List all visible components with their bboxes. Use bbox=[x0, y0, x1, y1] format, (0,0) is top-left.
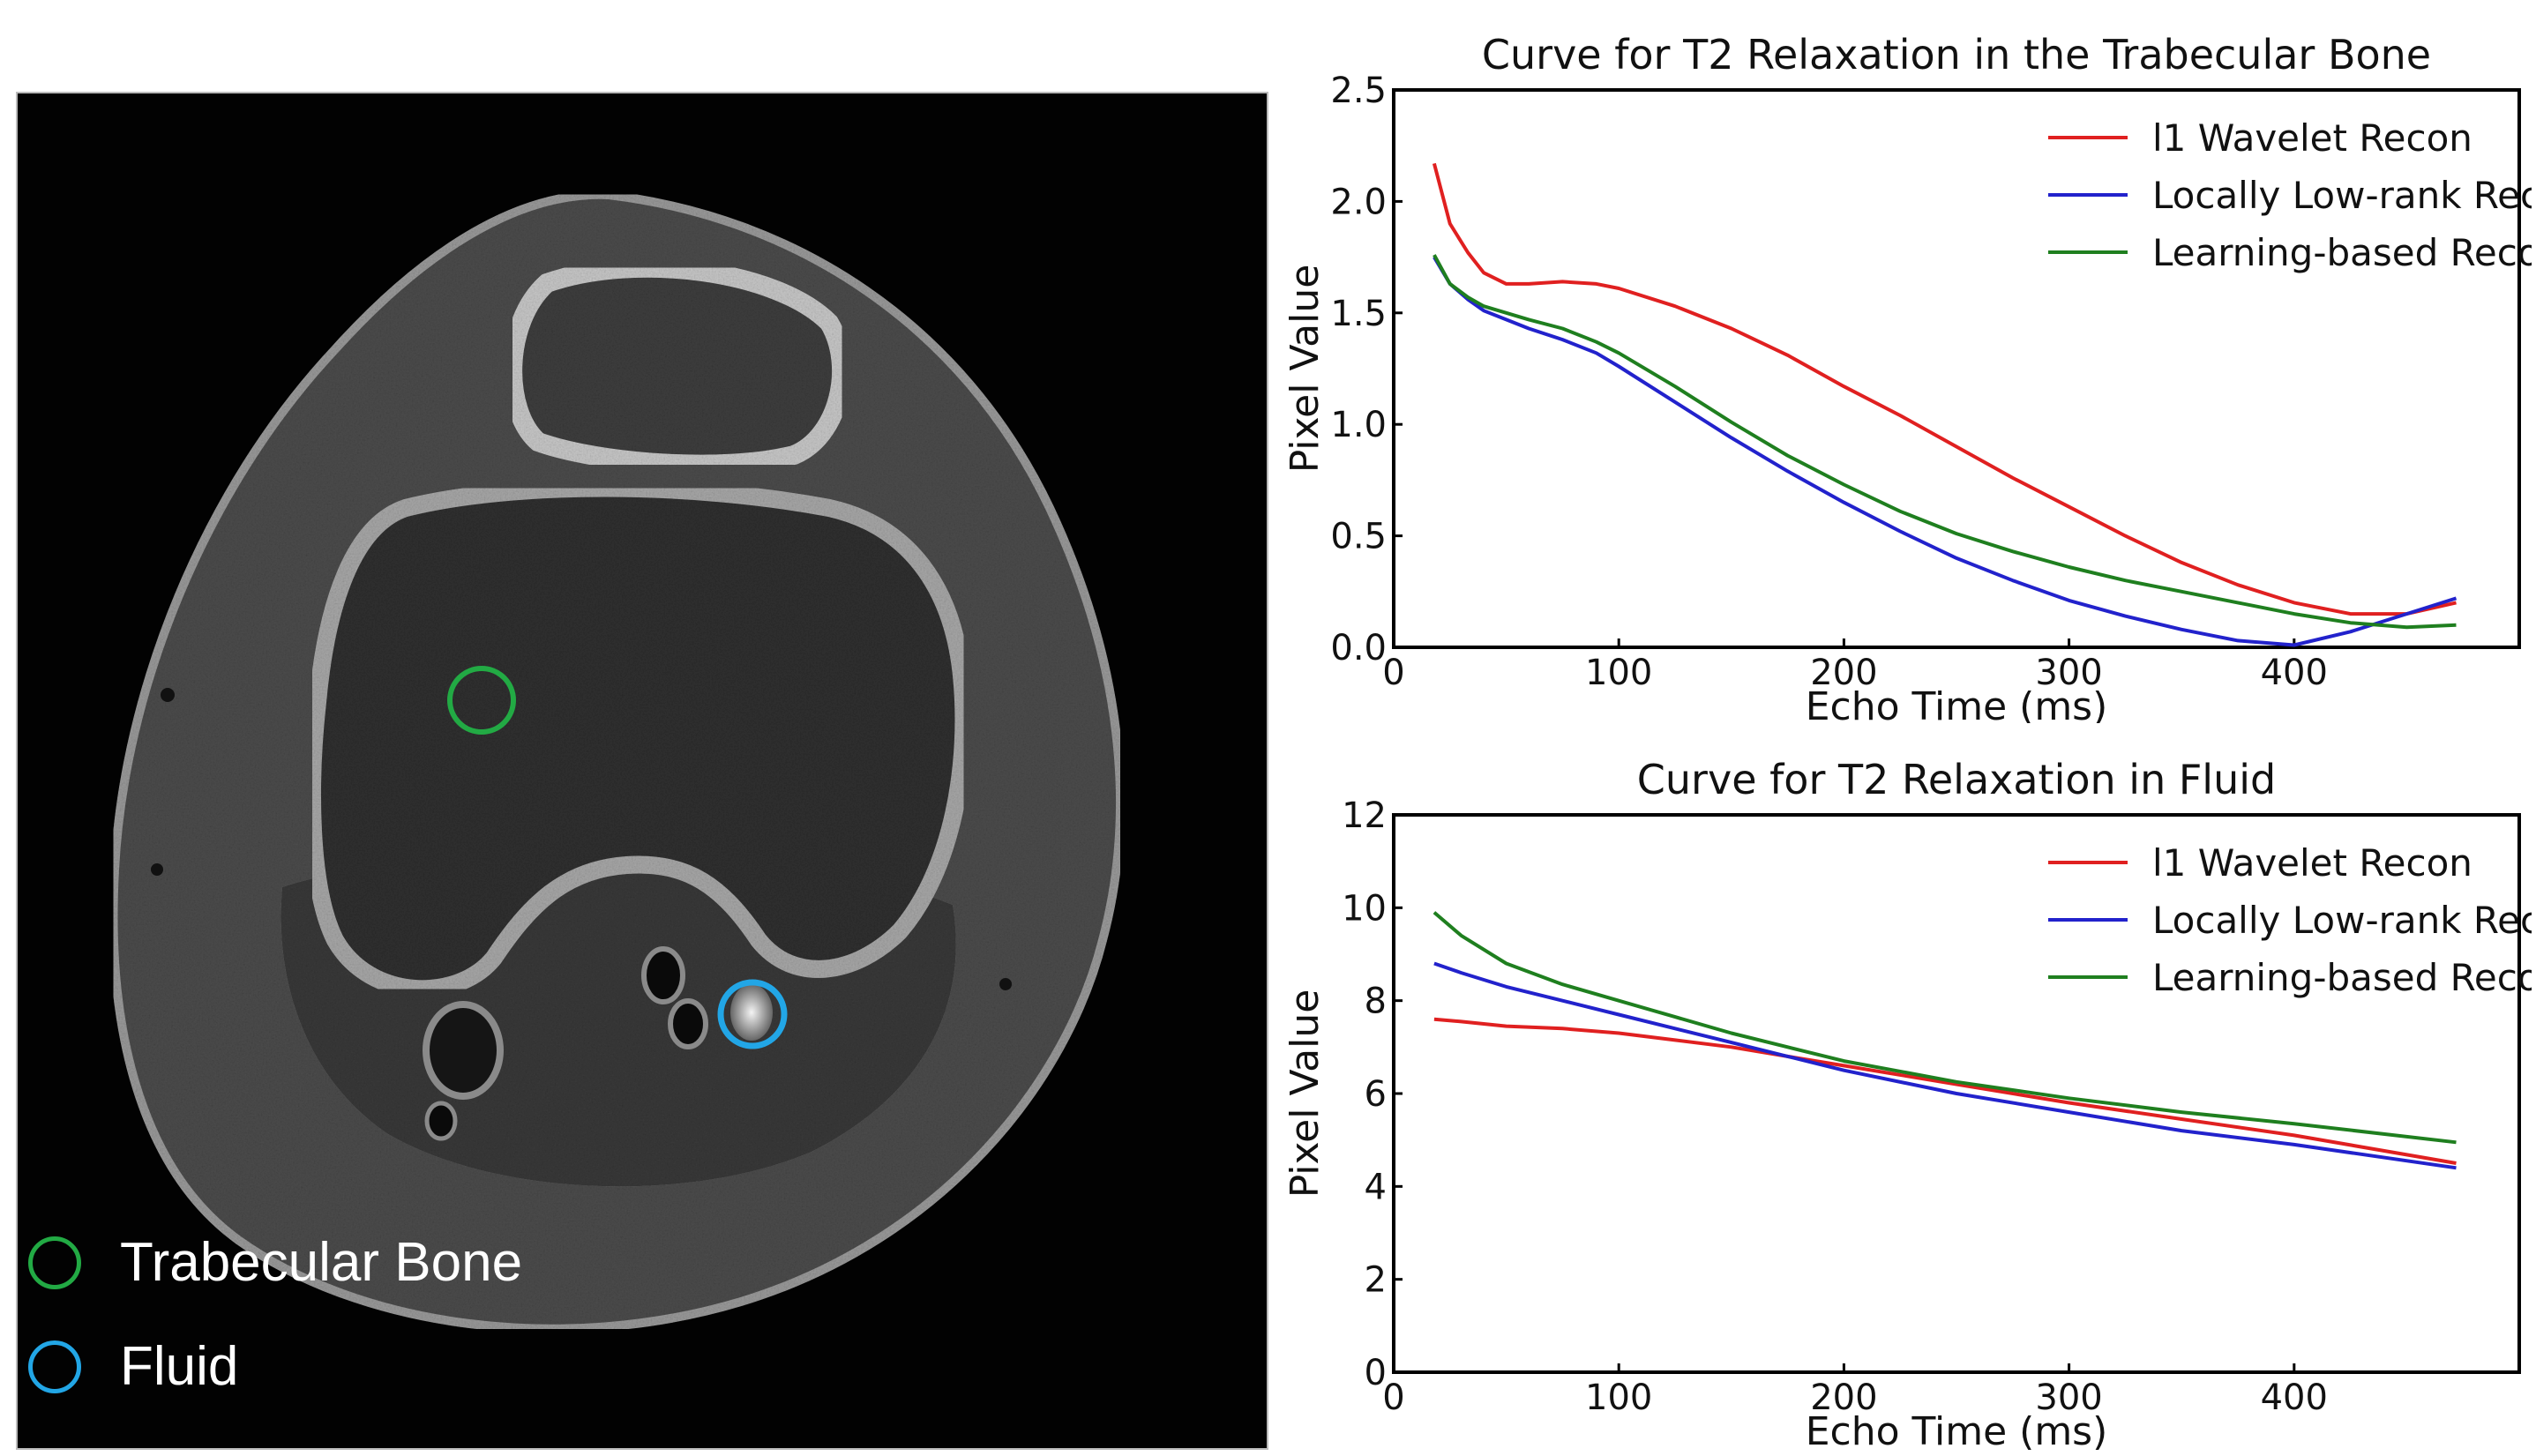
trabecular-series-line-2 bbox=[1433, 256, 2457, 647]
fluid-series-line-3 bbox=[1433, 911, 2457, 1145]
trabecular-bone-legend-label: Trabecular Bone bbox=[120, 1232, 523, 1293]
trabecular-y-tick-label: 0.5 bbox=[1330, 517, 1387, 557]
trabecular-y-tick-label: 1.0 bbox=[1330, 405, 1387, 445]
trabecular-series-line-1 bbox=[1432, 162, 2457, 616]
vessel bbox=[424, 1101, 458, 1141]
fluid-y-tick-label: 6 bbox=[1365, 1074, 1387, 1115]
trabecular-legend-label-3: Learning-based Recon bbox=[2152, 231, 2532, 274]
trabecular-x-tick-label: 0 bbox=[1382, 653, 1404, 693]
vessel bbox=[423, 1001, 504, 1100]
fluid-roi bbox=[717, 979, 788, 1049]
trabecular-y-tick-label: 1.5 bbox=[1330, 294, 1387, 334]
fluid-x-axis-label: Echo Time (ms) bbox=[1806, 1409, 2108, 1454]
trabecular-bone-chart: Curve for T2 Relaxation in the Trabecula… bbox=[1283, 31, 2532, 723]
trabecular-y-tick-label: 2.5 bbox=[1330, 71, 1387, 111]
trabecular-legend-label-1: l1 Wavelet Recon bbox=[2152, 116, 2472, 160]
skin-dot bbox=[999, 978, 1012, 990]
fluid-y-tick-label: 2 bbox=[1365, 1260, 1387, 1301]
fluid-chart-title: Curve for T2 Relaxation in Fluid bbox=[1637, 756, 2276, 803]
fluid-y-axis-label: Pixel Value bbox=[1283, 989, 1328, 1198]
knee-mri-image bbox=[108, 190, 1125, 1333]
patella bbox=[503, 258, 851, 474]
trabecular-y-tick-label: 2.0 bbox=[1330, 182, 1387, 222]
fluid-y-tick-label: 10 bbox=[1342, 888, 1387, 929]
fluid-spot bbox=[730, 984, 773, 1041]
fluid-series-line-1 bbox=[1433, 1017, 2457, 1165]
fluid-x-tick-label: 0 bbox=[1382, 1378, 1404, 1418]
mri-image-panel: Trabecular Bone Fluid bbox=[16, 92, 1268, 1450]
trabecular-x-axis-label: Echo Time (ms) bbox=[1806, 684, 2108, 723]
fluid-legend-icon bbox=[28, 1340, 81, 1393]
fluid-x-tick-label: 100 bbox=[1585, 1378, 1652, 1418]
vessel bbox=[641, 946, 685, 1004]
trabecular-y-tick-label: 0.0 bbox=[1330, 628, 1387, 668]
fluid-x-tick-label: 200 bbox=[1810, 1378, 1877, 1418]
trabecular-chart-title: Curve for T2 Relaxation in the Trabecula… bbox=[1482, 31, 2431, 78]
trabecular-legend-label-2: Locally Low-rank Recon bbox=[2152, 174, 2532, 217]
trabecular-bone-roi bbox=[447, 666, 516, 735]
trabecular-x-tick-label: 200 bbox=[1810, 653, 1877, 693]
trabecular-x-tick-label: 100 bbox=[1585, 653, 1652, 693]
femur-condyles bbox=[303, 479, 973, 998]
fluid-legend-label-2: Locally Low-rank Recon bbox=[2152, 899, 2532, 942]
fluid-series-line-2 bbox=[1433, 961, 2457, 1170]
fluid-legend-label-3: Learning-based Recon bbox=[2152, 956, 2532, 999]
skin-dot bbox=[161, 688, 175, 702]
fluid-y-tick-label: 8 bbox=[1365, 982, 1387, 1022]
skin-dot bbox=[151, 863, 163, 876]
fluid-legend-label-1: l1 Wavelet Recon bbox=[2152, 841, 2472, 885]
vessel bbox=[668, 998, 708, 1049]
trabecular-y-axis-label: Pixel Value bbox=[1283, 265, 1328, 474]
fluid-legend-label: Fluid bbox=[120, 1336, 239, 1397]
fluid-y-tick-label: 4 bbox=[1365, 1167, 1387, 1207]
fluid-x-tick-label: 400 bbox=[2261, 1378, 2328, 1418]
fluid-y-tick-label: 0 bbox=[1365, 1353, 1387, 1393]
trabecular-plot-frame bbox=[1392, 88, 2521, 649]
fluid-y-tick-label: 12 bbox=[1342, 795, 1387, 836]
trabecular-series-line-3 bbox=[1433, 254, 2457, 630]
trabecular-x-tick-label: 400 bbox=[2261, 653, 2328, 693]
trabecular-bone-legend-icon bbox=[28, 1236, 81, 1289]
trabecular-x-tick-label: 300 bbox=[2035, 653, 2102, 693]
fluid-x-tick-label: 300 bbox=[2035, 1378, 2102, 1418]
